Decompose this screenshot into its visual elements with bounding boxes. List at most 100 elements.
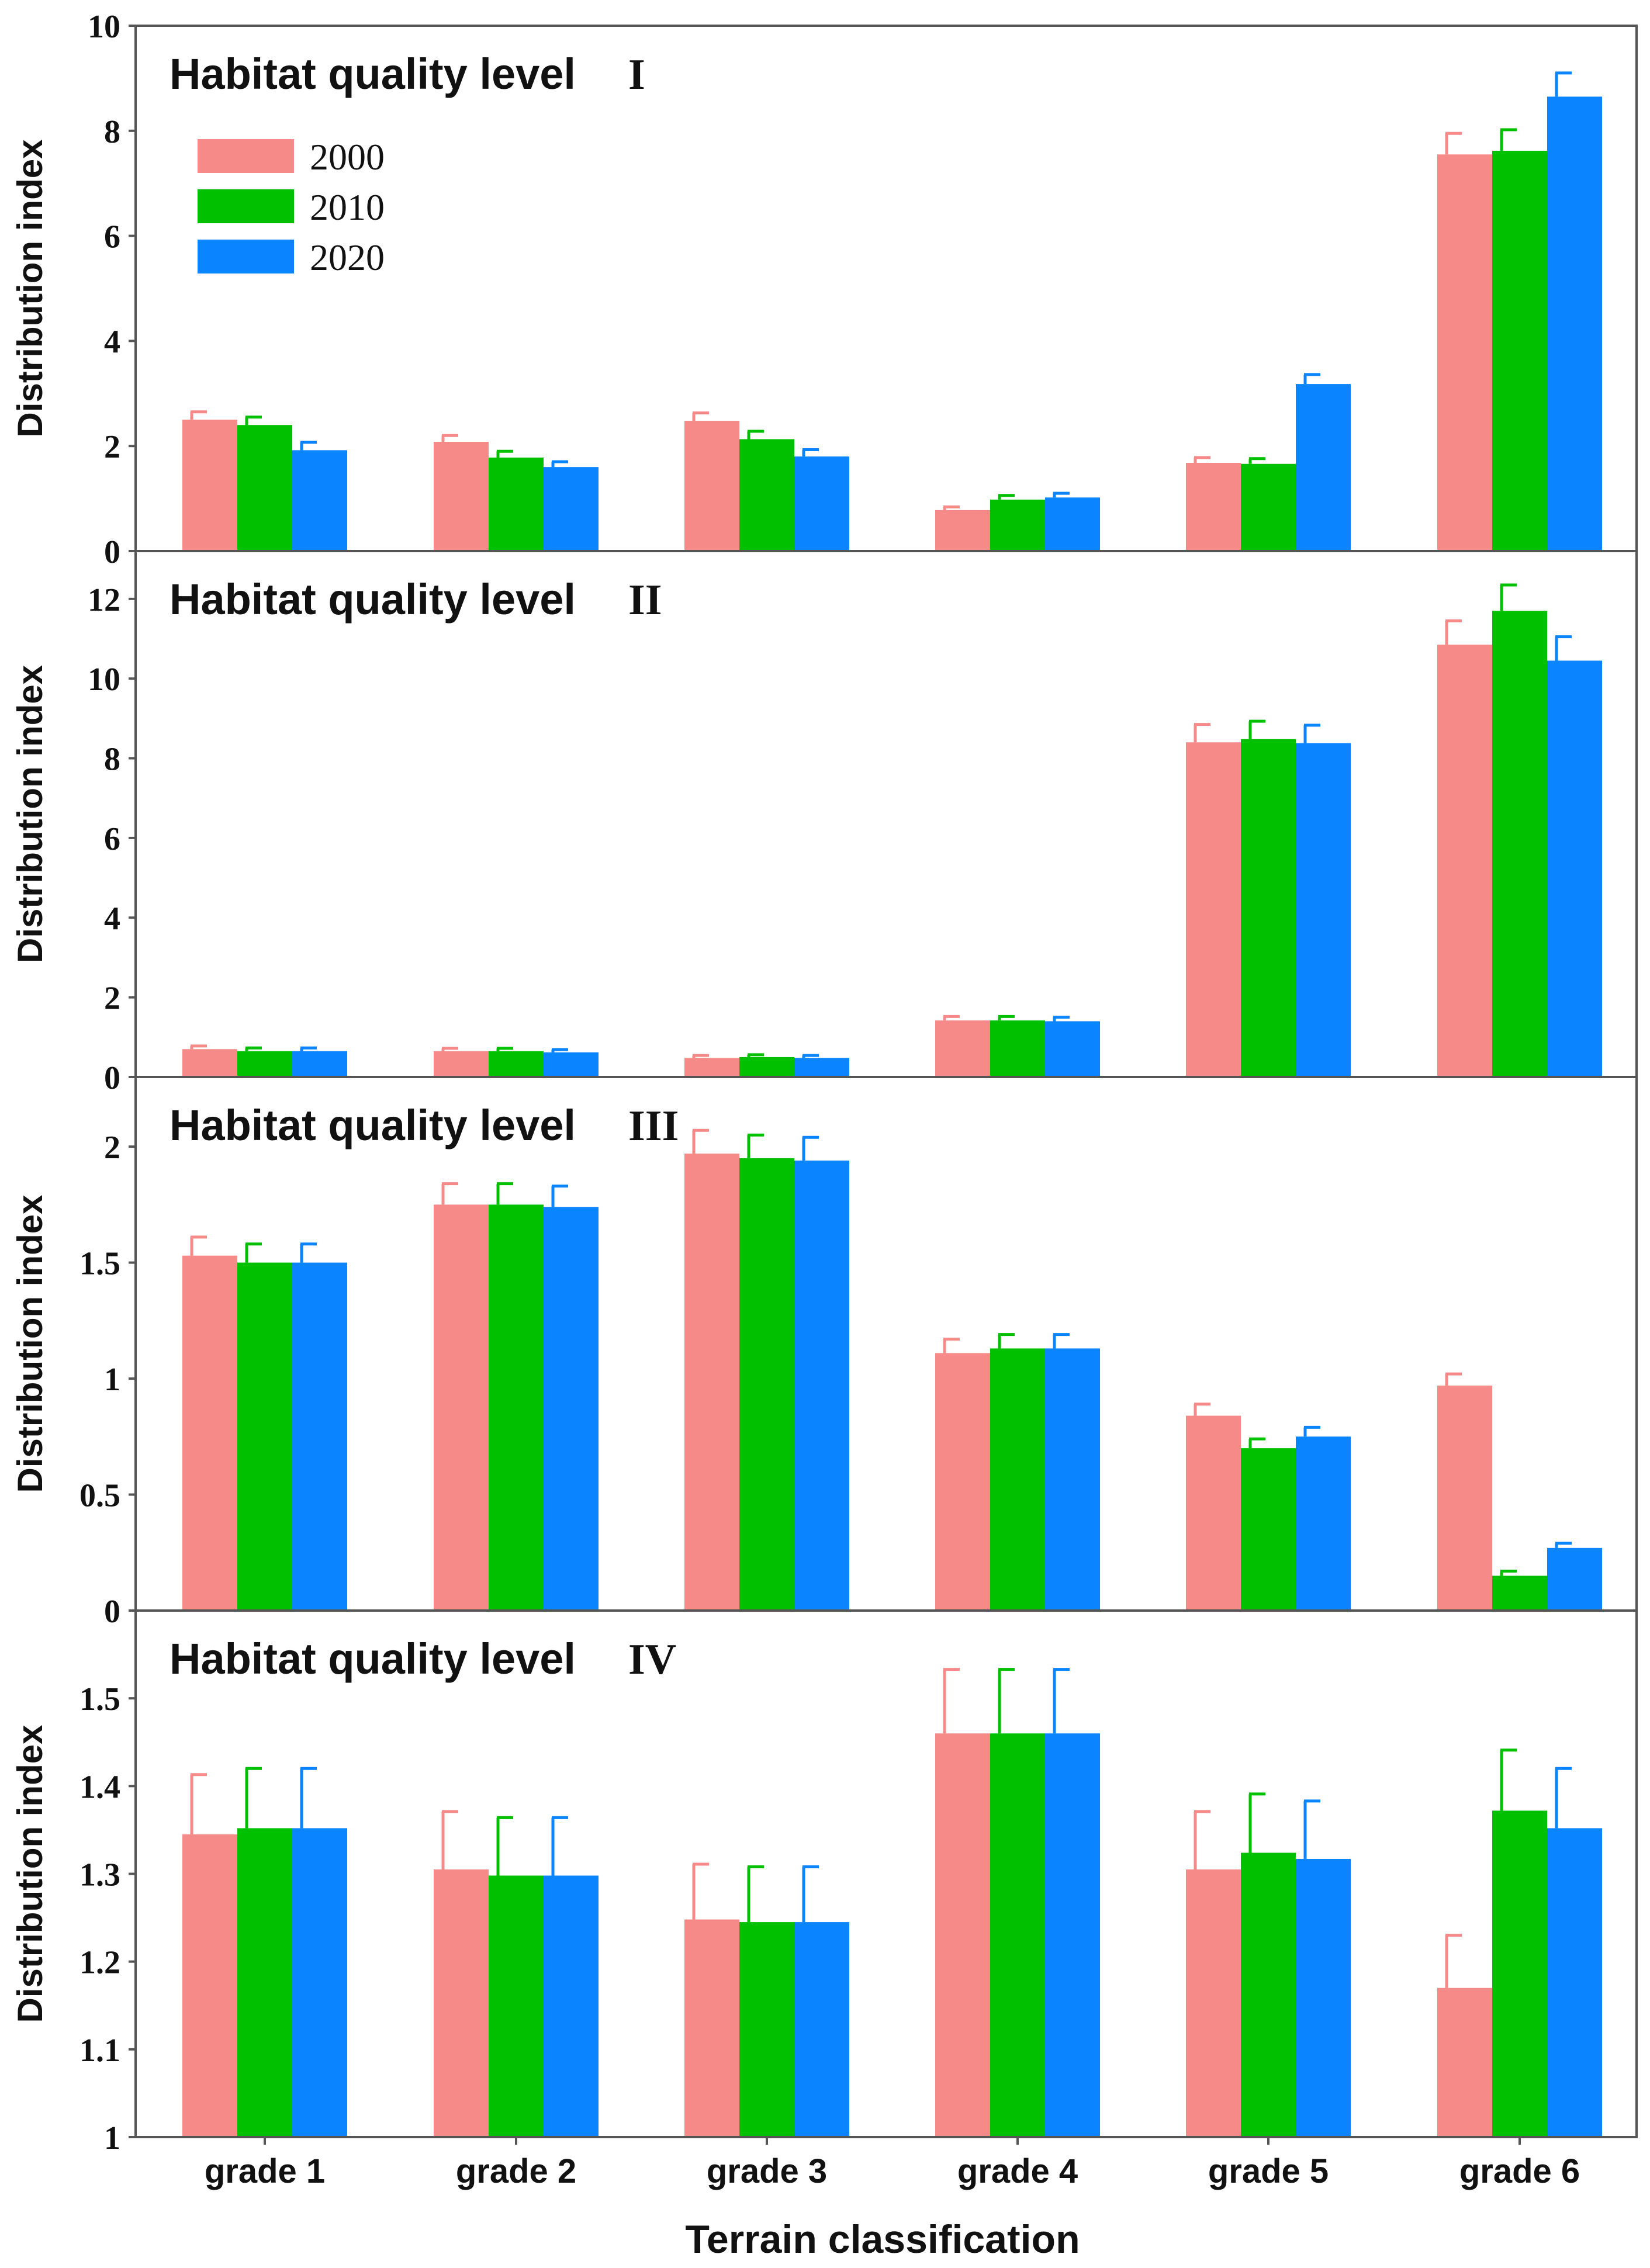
- bar-2020-grade-1: [292, 1262, 347, 1611]
- bar-2020-grade-2: [544, 467, 599, 551]
- legend-label-2010: 2010: [310, 186, 385, 228]
- y-tick-label: 6: [104, 219, 120, 255]
- panel-level-numeral: II: [628, 576, 662, 624]
- bar-2010-grade-5: [1241, 1853, 1296, 2137]
- y-tick-label: 1: [104, 2120, 120, 2156]
- panels: 0 2 4 6 8 10 Distribution index Habitat quality…: [11, 9, 1638, 2156]
- bar-2000-grade-4: [935, 510, 990, 551]
- bar-2020-grade-4: [1045, 1348, 1100, 1611]
- x-tick-label: grade 6: [1459, 2152, 1580, 2190]
- bar-2010-grade-3: [739, 439, 794, 551]
- panel-1: 0 2 4 6 8 10 Distribution index Habitat quality…: [11, 9, 1638, 570]
- bar-2010-grade-3: [739, 1057, 794, 1077]
- y-tick-label: 1.3: [79, 1857, 120, 1893]
- bar-2010-grade-2: [489, 1051, 544, 1077]
- panel-title: Habitat quality level: [170, 575, 576, 624]
- y-tick-label: 12: [88, 582, 120, 618]
- bar-2020-grade-6: [1547, 96, 1602, 552]
- bar-2000-grade-3: [684, 421, 739, 551]
- bar-2010-grade-6: [1492, 611, 1547, 1077]
- y-tick-label: 10: [88, 662, 120, 698]
- bar-2000-grade-5: [1186, 742, 1241, 1077]
- bar-2000-grade-1: [182, 1834, 237, 2137]
- bar-2020-grade-5: [1296, 384, 1351, 551]
- bar-2020-grade-2: [544, 1875, 599, 2137]
- bar-2000-grade-2: [434, 1204, 489, 1611]
- panel-4: 1 1.1 1.2 1.3 1.4 1.5 Distribution index Habita…: [11, 1609, 1638, 2156]
- bar-2020-grade-3: [794, 456, 849, 551]
- x-tick-label: grade 4: [957, 2152, 1078, 2190]
- x-tick-label: grade 5: [1208, 2152, 1329, 2190]
- bar-2020-grade-4: [1045, 1733, 1100, 2137]
- bar-2010-grade-1: [237, 1828, 292, 2137]
- y-tick-label: 1.4: [79, 1769, 120, 1805]
- x-tick-label: grade 1: [205, 2152, 325, 2190]
- x-tick-label: grade 3: [707, 2152, 827, 2190]
- bar-2020-grade-6: [1547, 660, 1602, 1077]
- bar-2010-grade-4: [990, 1733, 1045, 2137]
- bar-2000-grade-1: [182, 1255, 237, 1611]
- bar-2000-grade-5: [1186, 1869, 1241, 2137]
- legend-label-2020: 2020: [310, 237, 385, 278]
- bar-2020-grade-2: [544, 1207, 599, 1611]
- bar-2020-grade-5: [1296, 1436, 1351, 1611]
- panel-level-numeral: I: [628, 51, 645, 99]
- bar-2000-grade-6: [1437, 1987, 1492, 2137]
- bar-2010-grade-1: [237, 1262, 292, 1611]
- bar-2010-grade-3: [739, 1922, 794, 2137]
- bar-2000-grade-2: [434, 442, 489, 551]
- bar-2000-grade-6: [1437, 154, 1492, 551]
- bar-2010-grade-5: [1241, 739, 1296, 1077]
- y-tick-label: 1.2: [79, 1945, 120, 1981]
- panel-2: 0 2 4 6 8 10 12 Distribution index Habitat quali…: [11, 550, 1638, 1096]
- legend: 2000 2010 2020: [198, 136, 385, 278]
- y-tick-label: 2: [104, 981, 120, 1017]
- bar-2000-grade-2: [434, 1051, 489, 1077]
- bar-2000-grade-6: [1437, 1385, 1492, 1611]
- panel-level-numeral: IV: [628, 1636, 676, 1684]
- panel-3: 0 0.5 1 1.5 2 Distribution index Habitat quali…: [11, 1076, 1638, 1630]
- bar-2020-grade-5: [1296, 1858, 1351, 2137]
- bar-2000-grade-4: [935, 1020, 990, 1077]
- y-tick-label: 4: [104, 324, 120, 360]
- panel-title: Habitat quality level: [170, 50, 576, 98]
- y-tick-label: 0: [104, 534, 120, 570]
- y-axis-title: Distribution index: [11, 1725, 50, 2023]
- bar-2010-grade-4: [990, 1020, 1045, 1077]
- panel-title: Habitat quality level: [170, 1635, 576, 1683]
- bar-2010-grade-6: [1492, 1576, 1547, 1611]
- y-tick-label: 10: [88, 9, 120, 45]
- y-tick-label: 0.5: [79, 1478, 120, 1514]
- x-axis-title: Terrain classification: [685, 2217, 1080, 2262]
- y-tick-label: 1.1: [79, 2032, 120, 2069]
- bar-2020-grade-4: [1045, 497, 1100, 551]
- y-tick-label: 6: [104, 821, 120, 857]
- bar-2010-grade-3: [739, 1158, 794, 1611]
- bar-2020-grade-3: [794, 1922, 849, 2137]
- bar-2000-grade-5: [1186, 1415, 1241, 1611]
- y-tick-label: 1.5: [79, 1681, 120, 1718]
- bar-2020-grade-1: [292, 1051, 347, 1077]
- bar-2010-grade-4: [990, 499, 1045, 551]
- x-tick-label: grade 2: [456, 2152, 576, 2190]
- bar-2020-grade-6: [1547, 1828, 1602, 2137]
- bar-2000-grade-1: [182, 420, 237, 551]
- bar-2000-grade-6: [1437, 645, 1492, 1077]
- bar-2000-grade-2: [434, 1869, 489, 2137]
- legend-swatch-2010: [198, 189, 294, 223]
- bar-2010-grade-4: [990, 1348, 1045, 1611]
- bar-2010-grade-2: [489, 1875, 544, 2137]
- bar-2000-grade-4: [935, 1733, 990, 2137]
- bar-2010-grade-2: [489, 1204, 544, 1611]
- bar-2010-grade-5: [1241, 1448, 1296, 1611]
- y-tick-label: 8: [104, 742, 120, 778]
- y-tick-label: 2: [104, 1130, 120, 1166]
- panel-title: Habitat quality level: [170, 1101, 576, 1149]
- y-axis-title: Distribution index: [11, 665, 50, 963]
- y-tick-label: 1.5: [79, 1246, 120, 1282]
- bar-2010-grade-6: [1492, 1810, 1547, 2137]
- panel-level-numeral: III: [628, 1102, 679, 1150]
- y-tick-label: 4: [104, 901, 120, 937]
- bar-2010-grade-1: [237, 425, 292, 551]
